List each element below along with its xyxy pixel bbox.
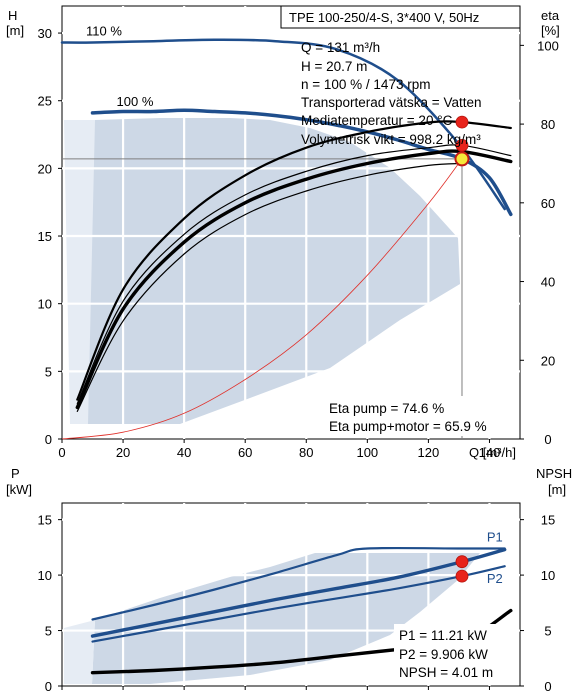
power-npsh-panel: P1 P2 0 5 10 15 0 5 10 15 P [kW] NPSH [m] P1 = 1… [6,466,572,694]
y2-axis-unit-eta: [%] [541,23,560,38]
series-line-100 [90,108,513,217]
y2-tick-label: 0 [544,679,551,694]
operating-point-marker [455,138,469,152]
series-label: 100 % [117,94,154,109]
info-density: Volymetrisk vikt = 998.2 kg/m³ [301,132,481,147]
series-line-eta-3 [76,144,512,405]
info-panel: Q = 131 m³/h H = 20.7 m n = 100 % / 1473… [301,40,481,147]
series-line-eta-4 [75,149,513,410]
eta-pump: Eta pump = 74.6 % [329,401,444,416]
y-axis-unit-h: [m] [6,23,24,38]
y-tick-label: 10 [38,297,52,312]
y2-tick-label: 0 [544,432,551,447]
x-tick-label: 60 [238,445,252,460]
operating-point-marker [455,569,469,583]
eta-pump-motor: Eta pump+motor = 65.9 % [329,419,487,434]
x-tick-label: 20 [116,445,130,460]
series-label: P1 [487,530,503,545]
y2-tick-label: 60 [541,196,555,211]
y-axis-unit-p: [kW] [6,482,32,497]
y-tick-label: 15 [38,513,52,528]
operating-point-marker [454,151,470,167]
y-tick-label: 20 [38,161,52,176]
y-axis-label-h: H [8,8,17,23]
y-tick-label: 5 [45,364,52,379]
grid-top [62,6,520,439]
operating-point-marker [455,115,469,129]
power-readout: P1 = 11.21 kW P2 = 9.906 kW NPSH = 4.01 … [394,624,514,682]
power-readout-box [394,624,514,682]
title-box [280,5,521,29]
readout-npsh: NPSH = 4.01 m [399,665,493,680]
y-tick-label: 25 [38,94,52,109]
y2-tick-label: 15 [541,513,555,528]
x-tick-label: 140 [479,445,501,460]
info-n: n = 100 % / 1473 rpm [301,77,430,92]
info-h: H = 20.7 m [301,59,367,74]
x-tick-label: 40 [177,445,191,460]
series-label: 110 % [86,24,122,39]
y2-tick-label: 5 [544,624,551,639]
y2-tick-label: 20 [541,353,555,368]
eta-readout-box [322,396,508,436]
light-envelope [64,120,95,424]
power-envelope [92,553,480,684]
y-tick-label: 30 [38,26,52,41]
eta-readout: Eta pump = 74.6 % Eta pump+motor = 65.9 … [322,396,508,436]
info-q: Q = 131 m³/h [301,40,380,55]
x-axis-label: Q [m³/h] [469,445,516,460]
series-line-p-2 [91,546,506,621]
series-line-eta-5 [76,162,463,412]
series-line-eta-2 [76,120,512,401]
operating-point-marker [455,555,469,569]
points-top [454,115,470,167]
chart-title: TPE 100-250/4-S, 3*400 V, 50Hz [289,10,479,25]
ticks-bottom: 0 5 10 15 0 5 10 15 [38,513,556,694]
y-tick-label: 0 [45,679,52,694]
info-liquid: Transporterad vätska = Vatten [301,95,481,110]
y2-tick-label: 40 [541,275,555,290]
head-efficiency-panel: 110 % 100 % 0 20 40 60 80 100 120 140 0 5 10 15 20 25 3… [6,5,560,460]
y2-axis-unit-npsh: [m] [548,482,566,497]
y-axis-label-p: P [11,466,20,481]
series-label: P2 [487,571,503,586]
y-tick-label: 10 [38,568,52,583]
info-temperature: Mediatemperatur = 20 °C [301,113,453,128]
y2-axis-label-eta: eta [541,8,560,23]
y2-tick-label: 80 [541,117,555,132]
x-tick-label: 120 [418,445,440,460]
ticks-top: 0 20 40 60 80 100 120 140 0 5 10 15 20 25 30 0 20 40 60 80 1… [38,26,559,460]
y2-axis-label-npsh: NPSH [536,466,572,481]
x-tick-label: 100 [356,445,378,460]
series-line-h-6 [61,158,463,440]
npsh-envelope [64,620,95,684]
series-top: 110 % 100 % [60,24,513,440]
y2-tick-label: 100 [537,38,559,53]
readout-p1: P1 = 11.21 kW [399,628,487,643]
readout-p2: P2 = 9.906 kW [399,647,488,662]
series-line-110 [60,38,506,211]
y-tick-label: 5 [45,624,52,639]
x-tick-label: 80 [299,445,313,460]
y-tick-label: 15 [38,229,52,244]
y-tick-label: 0 [45,432,52,447]
x-tick-label: 0 [58,445,65,460]
y2-tick-label: 10 [541,568,555,583]
